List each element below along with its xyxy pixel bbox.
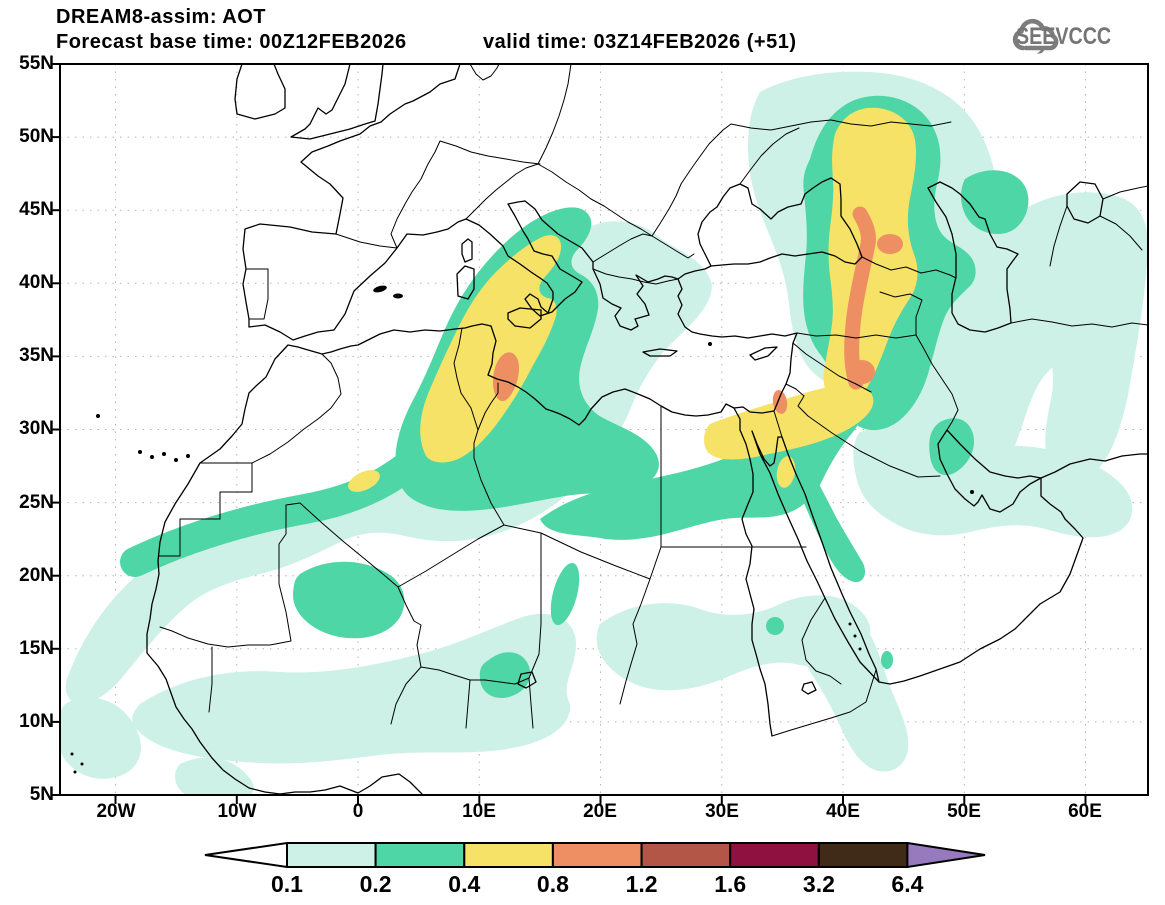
contour-02-chad-sliver xyxy=(550,562,580,626)
page-title: DREAM8-assim: AOT xyxy=(56,6,267,28)
coastlines xyxy=(70,64,1148,795)
lat-tick-40n: 40N xyxy=(19,272,54,293)
coast-corsica xyxy=(461,238,473,263)
lon-tick-10e: 10E xyxy=(462,801,496,822)
colorbar-label-1.2: 1.2 xyxy=(626,871,658,897)
lon-tick-20w: 20W xyxy=(96,801,136,822)
aot-level-0.8 xyxy=(493,206,903,414)
colorbar-label-1.6: 1.6 xyxy=(714,871,746,897)
colorbar-legend: 0.1 0.2 0.4 0.8 1.2 1.6 3.2 6.4 xyxy=(204,841,986,897)
contour-01-atlantic-b xyxy=(174,757,254,795)
contour-01-atlantic-a xyxy=(60,697,141,779)
coast-redsea xyxy=(751,430,880,683)
lat-tick-10n: 10N xyxy=(19,711,54,732)
lon-tick-50e: 50E xyxy=(947,801,981,822)
lat-tick-15n: 15N xyxy=(19,638,54,659)
colorbar-seg-3.2-6.4 xyxy=(817,842,909,868)
lon-tick-40e: 40E xyxy=(826,801,860,822)
logo-text: SEEVCCC xyxy=(1016,23,1112,50)
colorbar-label-3.2: 3.2 xyxy=(803,871,835,897)
contour-02-mali xyxy=(292,561,405,639)
contour-08-israel-spot xyxy=(772,390,788,414)
contour-04-main-plume xyxy=(420,235,562,463)
lat-tick-35n: 35N xyxy=(19,345,54,366)
aot-contours xyxy=(60,71,1148,795)
coast-caspian xyxy=(927,181,1019,333)
axis-tickmarks xyxy=(51,63,1087,804)
contour-02-sudan-spot xyxy=(766,617,784,635)
colorbar-seg-0.4-0.8 xyxy=(463,842,554,868)
coast-arabia xyxy=(878,429,1148,685)
colorbar-label-0.2: 0.2 xyxy=(360,871,392,897)
map-canvas xyxy=(51,63,1149,804)
contour-01-sahel xyxy=(132,613,576,764)
lat-tick-5n: 5N xyxy=(29,784,54,805)
valid-time-label: valid time: 03Z14FEB2026 (+51) xyxy=(483,31,797,53)
contour-01-caspian-east xyxy=(1012,192,1148,479)
contour-08-caucasus-streak xyxy=(844,206,876,390)
lon-tick-10w: 10W xyxy=(217,801,257,822)
contour-08-tunisia-spot xyxy=(493,352,519,402)
colorbar-seg-0.1-0.2 xyxy=(286,842,377,868)
lon-tick-0: 0 xyxy=(352,801,364,822)
colorbar-label-6.4: 6.4 xyxy=(891,871,923,897)
colorbar-seg-1.6-3.2 xyxy=(729,842,820,868)
colorbar-arrow-high xyxy=(906,841,986,869)
lake-tana xyxy=(801,681,817,695)
seevccc-logo: SEEVCCC xyxy=(1012,16,1162,58)
borders-mideast xyxy=(773,185,1148,478)
coast-turkey-levant-nafrica xyxy=(146,278,798,795)
base-time-label: Forecast base time: 00Z12FEB2026 xyxy=(56,31,407,53)
lat-tick-30n: 30N xyxy=(19,418,54,439)
lon-tick-20e: 20E xyxy=(583,801,617,822)
contour-01-redsea-south xyxy=(794,610,909,772)
lat-tick-25n: 25N xyxy=(19,492,54,513)
coast-sicily xyxy=(507,307,542,329)
colorbar-seg-0.2-0.4 xyxy=(374,842,466,868)
contour-02-caspian-lobe xyxy=(960,170,1029,235)
borders-africa xyxy=(158,327,877,737)
colorbar-arrow-low xyxy=(204,841,288,869)
contour-04-redsea-spot xyxy=(776,456,796,488)
contour-01-arabia xyxy=(853,426,1133,538)
colorbar-label-0.4: 0.4 xyxy=(448,871,480,897)
contour-04-levant xyxy=(704,384,874,460)
contour-08-armenia-spot xyxy=(877,234,903,254)
borders-europe xyxy=(245,64,952,320)
contour-02-redsea-arm xyxy=(793,455,866,583)
lat-tick-45n: 45N xyxy=(19,199,54,220)
contour-02-niger xyxy=(479,652,531,699)
lat-tick-50n: 50N xyxy=(19,126,54,147)
colorbar-seg-0.8-1.2 xyxy=(551,842,643,868)
lon-tick-60e: 60E xyxy=(1068,801,1102,822)
coast-ireland xyxy=(234,64,286,120)
colorbar-seg-1.2-1.6 xyxy=(640,842,732,868)
colorbar-label-0.1: 0.1 xyxy=(271,871,303,897)
coast-crete xyxy=(642,348,678,357)
coast-cyprus xyxy=(749,346,778,361)
coast-sardinia xyxy=(456,265,475,300)
contour-04-algeria-spot xyxy=(348,470,380,492)
small-islands xyxy=(70,285,974,774)
coast-blacksea xyxy=(697,177,863,267)
cloud-icon xyxy=(1012,18,1059,54)
river-nile xyxy=(733,407,773,737)
colorbar-label-0.8: 0.8 xyxy=(537,871,569,897)
lon-tick-30e: 30E xyxy=(705,801,739,822)
coast-britain xyxy=(290,64,384,140)
contour-02-redsea-spot xyxy=(881,651,893,669)
lat-tick-55n: 55N xyxy=(19,53,54,74)
coast-europe-west xyxy=(242,64,467,341)
lat-tick-20n: 20N xyxy=(19,565,54,586)
coast-balkans-greece xyxy=(524,200,712,331)
contour-01-sudan xyxy=(596,595,871,691)
